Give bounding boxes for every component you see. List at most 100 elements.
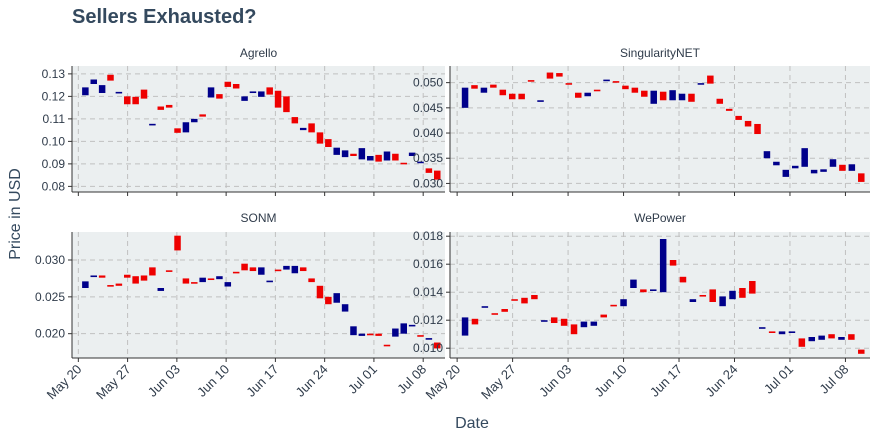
y-tick-label: 0.040 <box>413 126 443 140</box>
candle <box>333 293 340 303</box>
candle <box>659 239 667 293</box>
candle <box>241 96 248 101</box>
candle <box>408 324 416 327</box>
candle <box>383 344 391 347</box>
candle <box>216 94 223 99</box>
candle <box>291 117 299 124</box>
y-tick-label: 0.045 <box>413 101 443 115</box>
x-tick-label: May 20 <box>44 362 85 403</box>
candle <box>590 321 598 326</box>
y-axis-label: Price in USD <box>7 168 24 260</box>
candle <box>716 98 724 104</box>
candle <box>537 100 544 102</box>
candle <box>350 153 357 156</box>
candle <box>480 87 488 93</box>
candle <box>299 267 307 272</box>
candle <box>258 267 265 275</box>
candle <box>729 290 736 300</box>
y-tick-label: 0.09 <box>42 157 66 171</box>
y-tick-label: 0.10 <box>42 134 66 148</box>
candle <box>739 288 746 298</box>
candle <box>491 313 499 315</box>
candle <box>124 274 131 278</box>
candle <box>224 81 232 87</box>
candle <box>848 334 855 340</box>
x-tick-label: Jun 03 <box>536 362 574 400</box>
candle <box>798 338 806 347</box>
candle <box>580 321 588 328</box>
candle <box>308 278 315 283</box>
candle <box>375 154 382 162</box>
candle <box>650 90 657 104</box>
y-tick-label: 0.012 <box>413 313 443 327</box>
candle <box>593 89 601 92</box>
candle <box>140 275 148 281</box>
candle <box>232 84 240 89</box>
candle <box>749 281 756 294</box>
candle <box>291 265 299 274</box>
candle <box>858 173 865 182</box>
candle <box>82 281 89 288</box>
candle <box>241 263 248 271</box>
candle <box>773 161 780 166</box>
candle <box>249 91 257 94</box>
y-tick-label: 0.08 <box>42 179 66 193</box>
candle <box>659 91 667 101</box>
candle <box>709 289 716 302</box>
candle <box>232 271 240 274</box>
candle <box>107 285 114 287</box>
x-tick-label: Jun 17 <box>647 362 685 400</box>
candle <box>560 318 568 326</box>
candle <box>768 331 776 333</box>
candle <box>400 323 407 334</box>
candle <box>425 168 433 173</box>
candle <box>650 289 657 291</box>
candle <box>725 108 733 111</box>
candle <box>461 317 469 336</box>
candle <box>82 87 89 96</box>
candle <box>754 123 761 135</box>
candle <box>570 324 578 335</box>
candle <box>358 148 366 160</box>
candle <box>383 151 391 161</box>
candle <box>499 89 507 96</box>
candle <box>810 169 818 174</box>
candle <box>316 132 324 144</box>
candle <box>417 161 424 164</box>
candle <box>98 85 106 93</box>
x-tick-label: May 27 <box>478 362 519 403</box>
candle <box>182 122 190 133</box>
panel-background <box>72 232 445 358</box>
candle <box>375 333 382 336</box>
candle <box>546 72 554 79</box>
candle <box>808 337 816 342</box>
y-tick-label: 0.016 <box>413 257 443 271</box>
candle <box>149 267 156 276</box>
x-tick-label: Jul 01 <box>345 362 380 397</box>
candle <box>358 333 366 336</box>
y-tick-label: 0.13 <box>42 67 66 81</box>
candle <box>829 159 837 167</box>
facet-label: SingularityNET <box>620 46 701 60</box>
candle <box>461 87 469 108</box>
facet-panels: Agrello 0.13 0.12 0.11 0.10 0.09 0.08 Singulari… <box>35 46 870 402</box>
candle <box>182 278 190 284</box>
candle <box>550 317 558 323</box>
x-tick-label: Jun 17 <box>243 362 281 400</box>
candle <box>744 120 752 127</box>
x-tick-label: Jun 24 <box>702 362 740 400</box>
candle <box>508 93 516 100</box>
candle <box>584 92 591 97</box>
candle <box>199 277 206 283</box>
candle <box>308 123 315 133</box>
x-tick-label: Jul 08 <box>816 362 851 397</box>
x-tick-label: Jun 03 <box>145 362 183 400</box>
candle <box>719 296 726 307</box>
candle <box>316 285 324 299</box>
candle <box>763 151 771 159</box>
facet-label: Agrello <box>240 46 278 60</box>
candle <box>341 150 349 158</box>
candle <box>165 104 173 108</box>
candle <box>501 309 508 312</box>
candle <box>575 92 582 98</box>
